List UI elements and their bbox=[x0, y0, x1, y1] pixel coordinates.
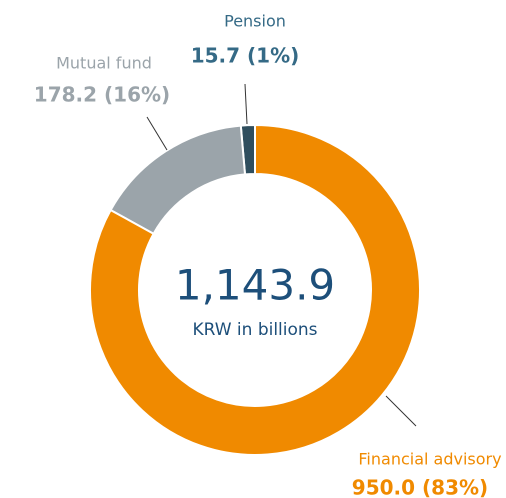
leader-line bbox=[385, 395, 417, 427]
slice-value: 15.7 (1%) bbox=[191, 44, 300, 68]
donut-segment bbox=[89, 123, 421, 456]
center-total: 1,143.9 bbox=[175, 261, 335, 310]
slice-name: Mutual fund bbox=[56, 54, 152, 73]
slice-name: Financial advisory bbox=[358, 450, 501, 469]
slice-value: 178.2 (16%) bbox=[34, 83, 170, 107]
leader-line bbox=[146, 116, 168, 151]
center-subtitle: KRW in billions bbox=[192, 320, 317, 340]
leader-line bbox=[244, 83, 248, 125]
slice-value: 950.0 (83%) bbox=[352, 476, 488, 498]
slice-name: Pension bbox=[224, 12, 286, 31]
donut-segment bbox=[109, 124, 247, 236]
